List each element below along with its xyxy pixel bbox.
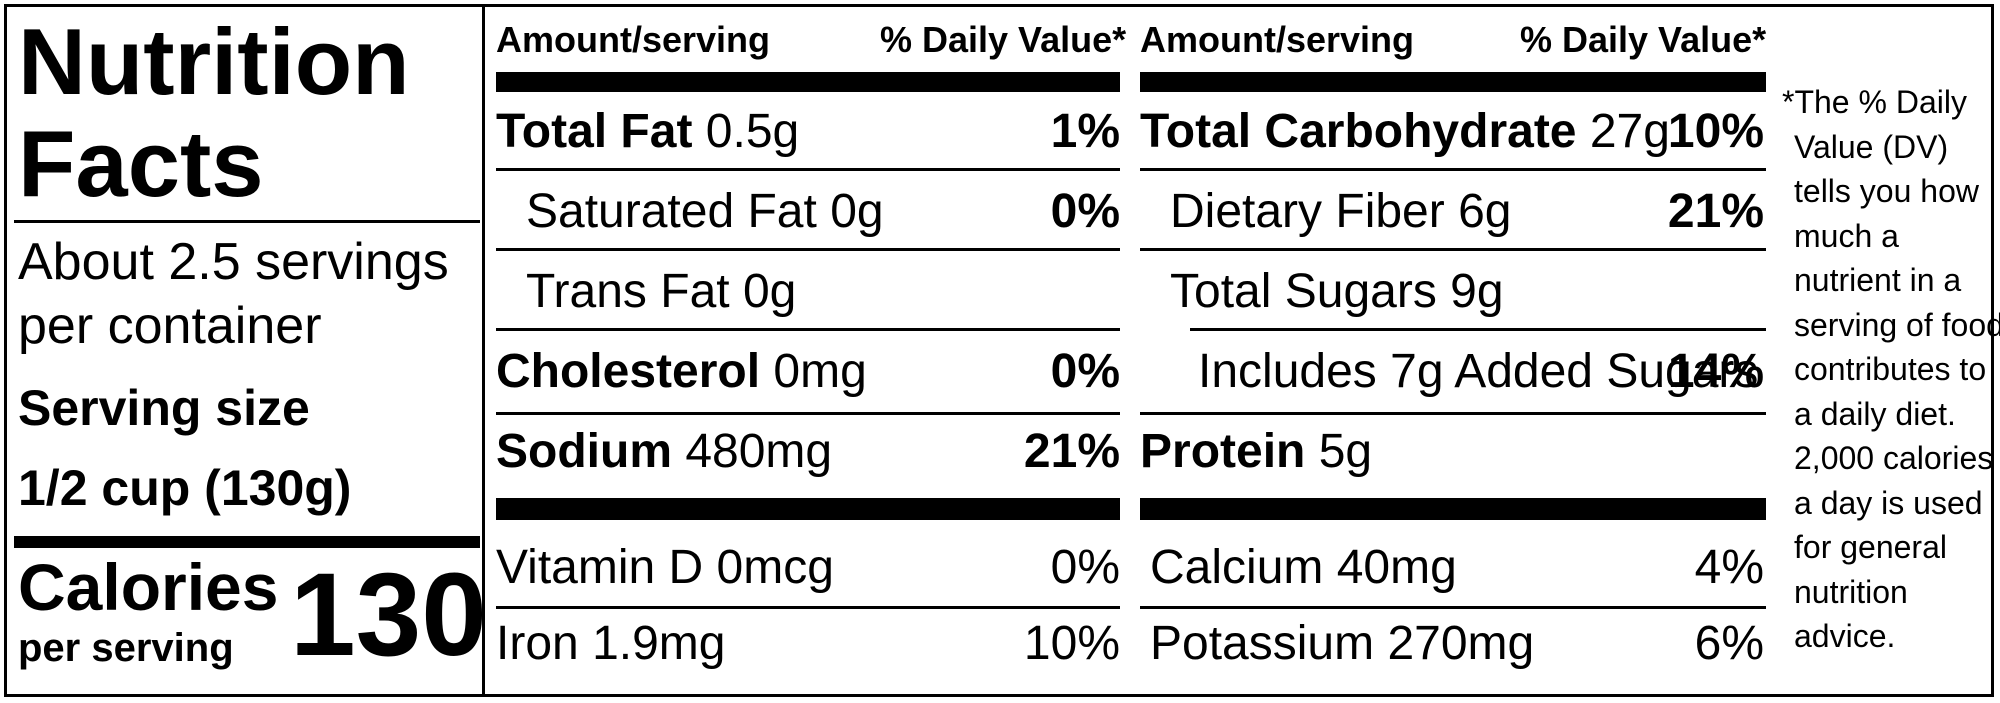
col1-row-iron-dv: 10%	[1023, 617, 1120, 670]
calories-sub: per serving	[18, 626, 234, 670]
footnote-line: *The % Daily	[1782, 84, 1967, 120]
nutrient-name: Iron	[496, 617, 579, 670]
col1-row-saturated-fat-dv: 0%	[1050, 185, 1120, 238]
col2-header-dv: % Daily Value*	[1520, 19, 1767, 60]
footnote-line: contributes to	[1794, 351, 1987, 387]
footnote-line: serving of food	[1794, 306, 2000, 343]
nutrient-name: Total Carbohydrate	[1140, 105, 1577, 158]
footnote-line: Value (DV)	[1794, 128, 1949, 165]
nutrient-amount: 5g	[1318, 425, 1373, 478]
col2-header-bar	[1140, 72, 1766, 92]
col1-row-saturated-fat: Saturated Fat 0g	[526, 184, 884, 240]
col1-header-dv: % Daily Value*	[880, 19, 1127, 60]
col2-row-dietary-fiber-dv: 21%	[1667, 185, 1764, 238]
nutrient-name: Cholesterol	[496, 345, 761, 398]
nutrient-name: Saturated Fat	[526, 185, 817, 238]
col1-rule-1	[496, 168, 1120, 171]
col2-rule-3	[1190, 328, 1766, 331]
col2-row-total-carbohydrate: Total Carbohydrate 27g	[1140, 104, 1670, 160]
footnote-line: nutrition	[1794, 573, 1908, 610]
col1-row-sodium-dv: 21%	[1023, 425, 1120, 478]
nutrient-name: Potassium	[1150, 617, 1375, 670]
col1-rule-2	[496, 248, 1120, 251]
footnote-line: a daily diet.	[1794, 395, 1956, 432]
calories-divider	[14, 536, 480, 548]
col2-row-dietary-fiber: Dietary Fiber 6g	[1170, 184, 1511, 240]
serving-size-value: 1/2 cup (130g)	[18, 460, 352, 516]
col1-row-total-fat: Total Fat 0.5g	[496, 104, 799, 160]
nutrient-name: Includes 7g Added Sugars	[1198, 345, 1759, 398]
col1-row-cholesterol-dv: 0%	[1050, 345, 1120, 398]
nutrient-name: Calcium	[1150, 541, 1324, 594]
col2-rule-5	[1140, 606, 1766, 609]
footnote-line: 2,000 calories	[1794, 440, 1994, 476]
nutrient-amount: 0g	[742, 265, 797, 318]
col1-row-trans-fat: Trans Fat 0g	[526, 264, 796, 320]
footnote-line: much a	[1794, 217, 1899, 254]
col1-row-cholesterol: Cholesterol 0mg	[496, 344, 867, 400]
calories-label: Calories	[18, 550, 279, 624]
col1-vitamin-bar	[496, 498, 1120, 520]
col1-rule-5	[496, 606, 1120, 609]
title-line-1: Nutrition	[18, 9, 410, 114]
col2-row-total-carbohydrate-dv: 10%	[1667, 105, 1764, 158]
col1-row-total-fat-dv: 1%	[1050, 105, 1120, 158]
nutrient-amount: 0.5g	[705, 105, 800, 158]
col2-row-calcium: Calcium 40mg	[1150, 540, 1457, 596]
footnote-line: a day is used	[1794, 484, 1983, 521]
nutrient-name: Dietary Fiber	[1170, 185, 1445, 238]
col2-rule-2	[1140, 248, 1766, 251]
footnote-line: tells you how	[1794, 173, 1979, 209]
col2-row-protein: Protein 5g	[1140, 424, 1372, 480]
col1-row-vitamin-d-dv: 0%	[1050, 541, 1120, 594]
col2-row-added-sugars: Includes 7g Added Sugars	[1198, 344, 1758, 400]
nutrition-facts-label	[4, 4, 1994, 697]
nutrient-amount: 27g	[1589, 105, 1670, 158]
col2-header-amount: Amount/serving	[1140, 19, 1415, 60]
nutrient-name: Total Sugars	[1170, 265, 1437, 318]
col1-row-vitamin-d: Vitamin D 0mcg	[496, 540, 834, 596]
col2-row-added-sugars-dv: 14%	[1667, 345, 1764, 398]
col1-row-iron: Iron 1.9mg	[496, 616, 725, 672]
col2-row-potassium-dv: 6%	[1694, 617, 1764, 670]
nutrient-name: Protein	[1140, 425, 1306, 478]
nutrient-name: Vitamin D	[496, 541, 704, 594]
col1-header-bar	[496, 72, 1120, 92]
col2-row-total-sugars: Total Sugars 9g	[1170, 264, 1504, 320]
calories-value: 130	[290, 549, 487, 681]
title-line-2: Facts	[18, 111, 264, 216]
footnote-line: nutrient in a	[1794, 262, 1962, 298]
nutrient-name: Total Fat	[496, 105, 693, 158]
col2-vitamin-bar	[1140, 498, 1766, 520]
nutrient-amount: 1.9mg	[592, 617, 726, 670]
title-divider	[14, 220, 480, 223]
nutrient-amount: 6g	[1458, 185, 1512, 238]
col1-rule-4	[496, 412, 1120, 415]
footnote-line: advice.	[1794, 618, 1896, 654]
col1-rule-3	[496, 328, 1120, 331]
nutrient-amount: 270mg	[1387, 617, 1535, 670]
footnote: *The % Daily Value (DV) tells you how mu…	[1782, 80, 2000, 659]
col1-row-sodium: Sodium 480mg	[496, 424, 832, 480]
nutrient-amount: 9g	[1450, 265, 1504, 318]
nutrient-amount: 480mg	[685, 425, 833, 478]
col2-rule-4	[1140, 412, 1766, 415]
servings-line-1: About 2.5 servings	[18, 233, 449, 291]
nutrient-amount: 0g	[830, 185, 884, 238]
col2-rule-1	[1140, 168, 1766, 171]
servings-line-2: per container	[18, 297, 322, 355]
nutrient-amount: 0mg	[773, 345, 867, 398]
left-panel-separator	[482, 4, 485, 697]
nutrient-name: Trans Fat	[526, 265, 730, 318]
nutrient-amount: 40mg	[1336, 541, 1457, 594]
col2-row-potassium: Potassium 270mg	[1150, 616, 1534, 672]
col2-row-calcium-dv: 4%	[1694, 541, 1764, 594]
footnote-line: for general	[1794, 529, 1947, 565]
serving-size-label: Serving size	[18, 380, 310, 436]
nutrient-name: Sodium	[496, 425, 672, 478]
col1-header-amount: Amount/serving	[496, 19, 771, 60]
nutrient-amount: 0mcg	[716, 541, 834, 594]
